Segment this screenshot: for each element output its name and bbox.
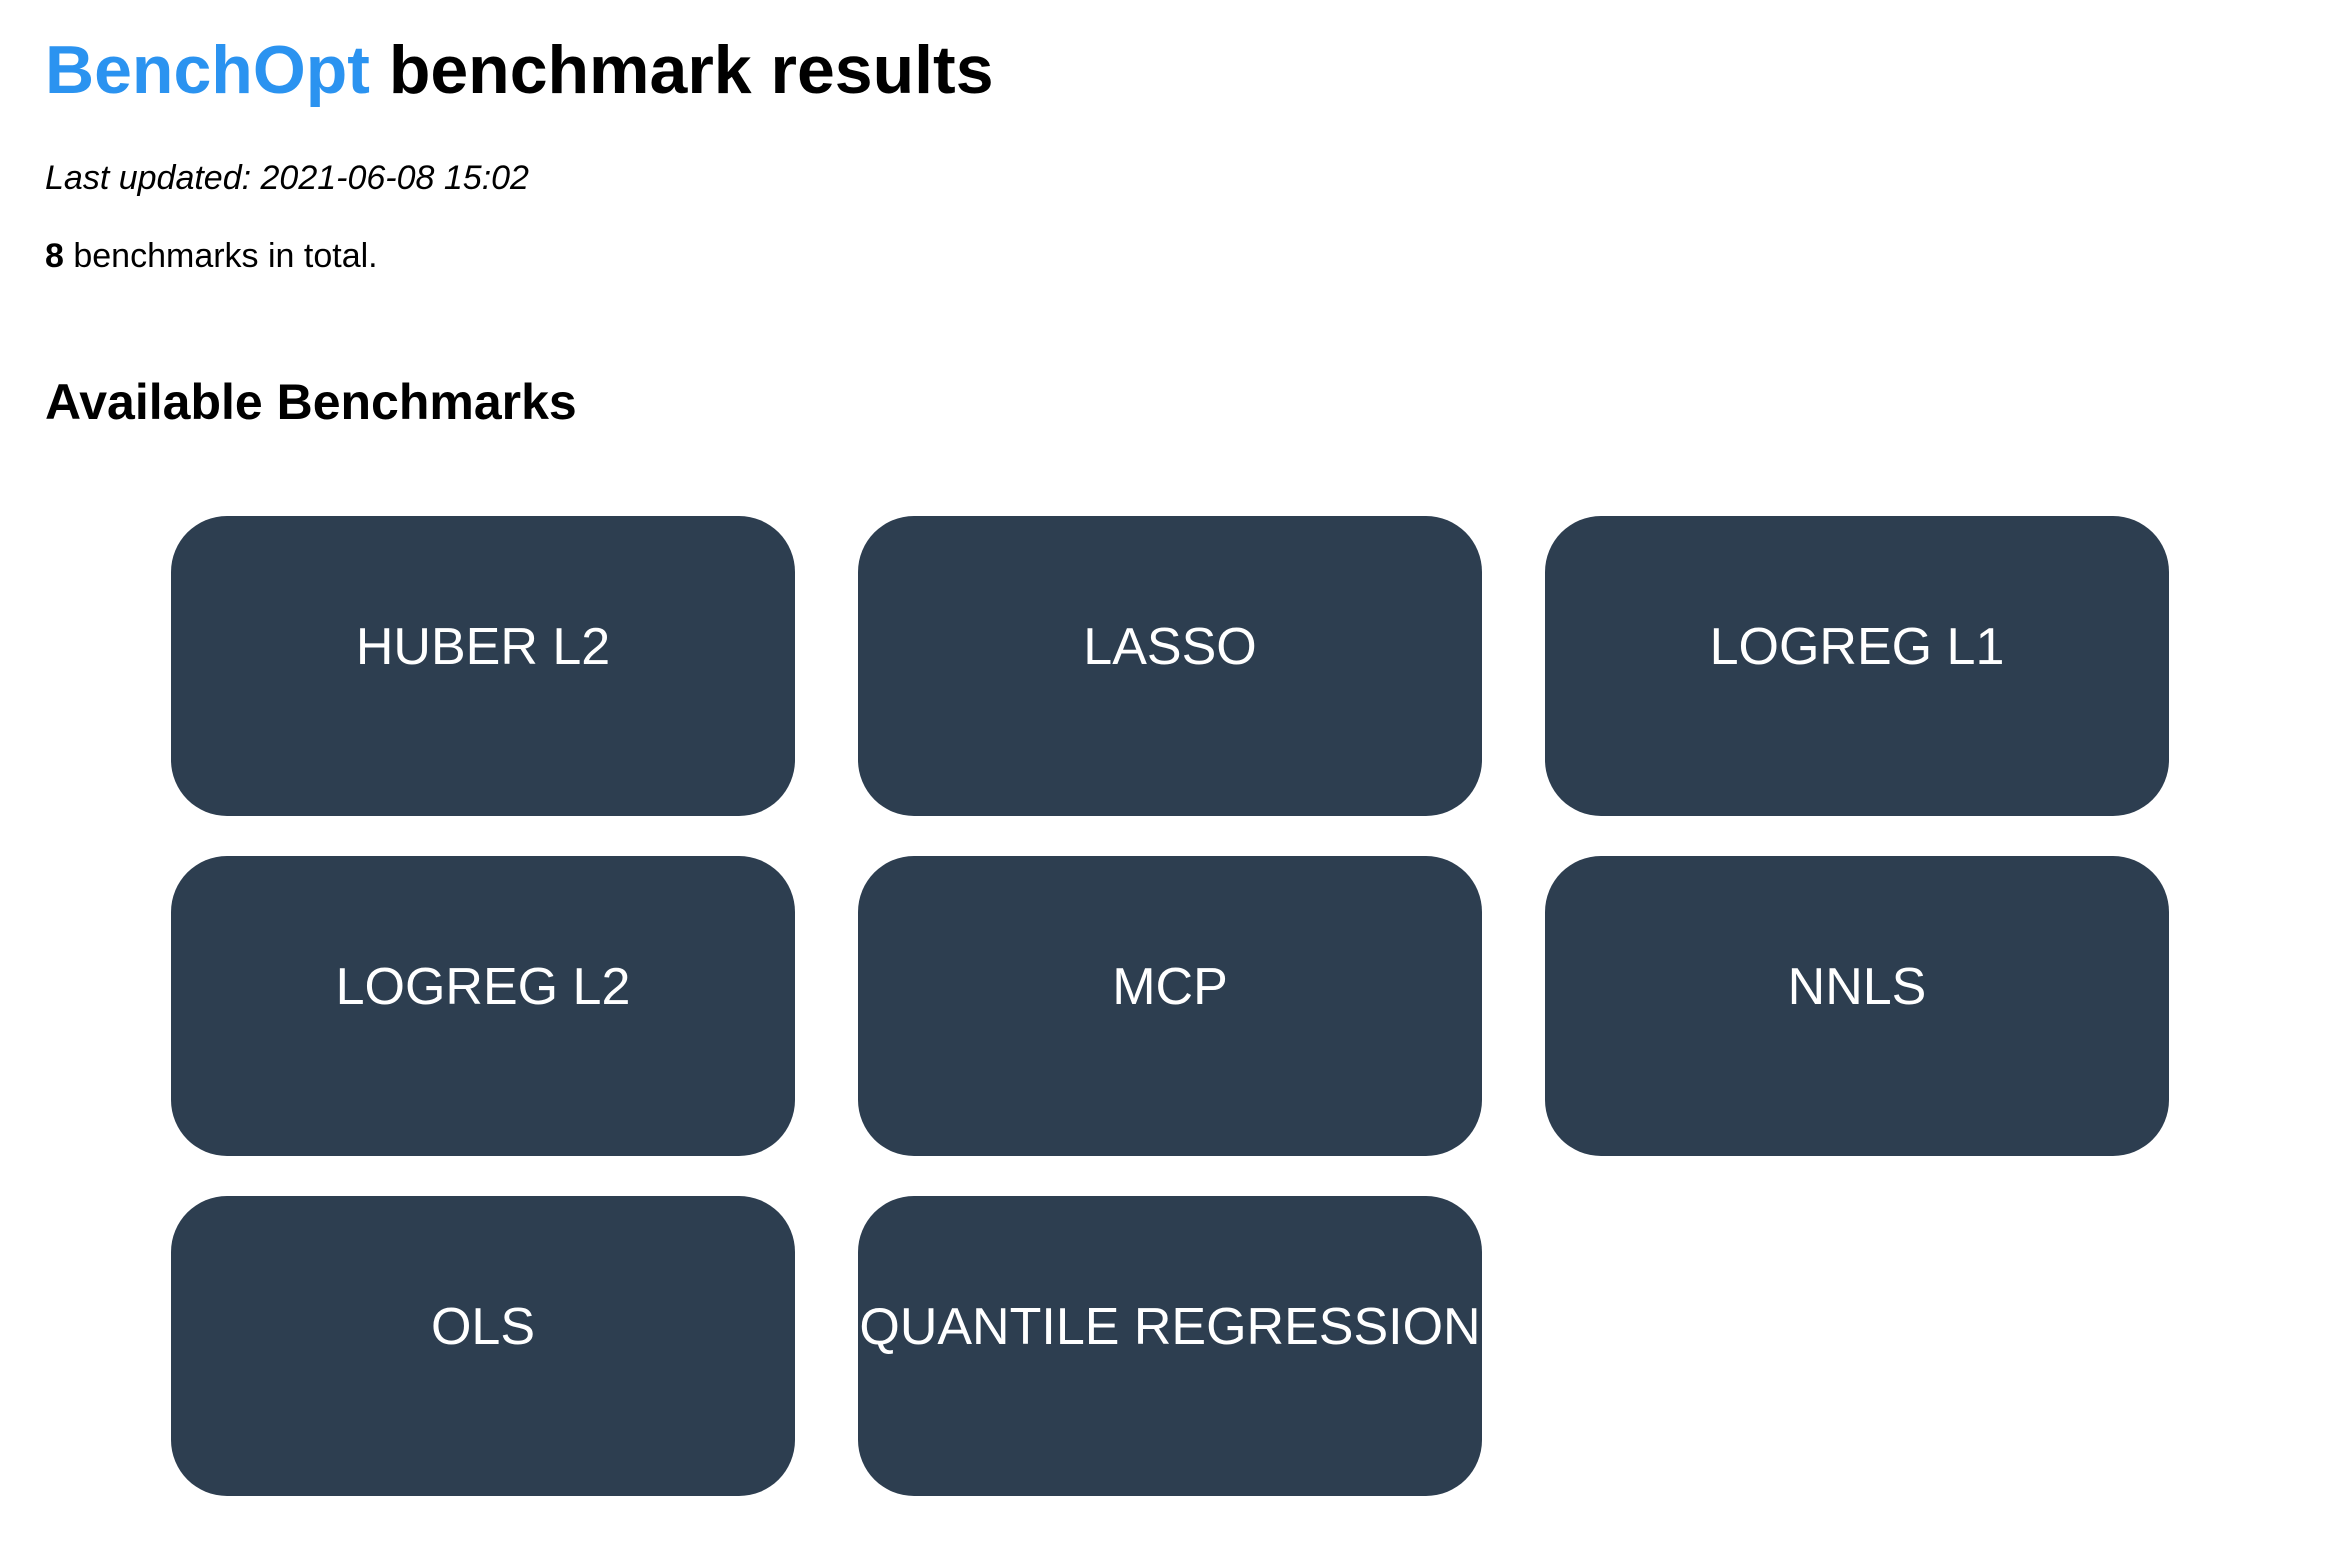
benchmark-card-nnls[interactable]: NNLS bbox=[1545, 856, 2169, 1156]
benchmark-card-label: HUBER L2 bbox=[355, 618, 611, 676]
benchmark-card-label: NNLS bbox=[1787, 958, 1927, 1016]
benchmark-card-ols[interactable]: OLS bbox=[171, 1196, 795, 1496]
benchmark-card-huber-l2[interactable]: HUBER L2 bbox=[171, 516, 795, 816]
benchmark-count: 8 bbox=[45, 237, 64, 275]
benchmark-card-label: LOGREG L2 bbox=[335, 958, 631, 1016]
benchmark-total-suffix: benchmarks in total. bbox=[63, 237, 378, 275]
section-heading: Available Benchmarks bbox=[45, 374, 577, 430]
benchmark-card-logreg-l1[interactable]: LOGREG L1 bbox=[1545, 516, 2169, 816]
page-title: BenchOpt benchmark results bbox=[45, 30, 994, 112]
benchmark-card-label: MCP bbox=[1112, 958, 1228, 1016]
benchmark-card-quantile-regression[interactable]: QUANTILE REGRESSION bbox=[858, 1196, 1482, 1496]
benchmark-card-label: OLS bbox=[430, 1298, 536, 1356]
last-updated-text: Last updated: 2021-06-08 15:02 bbox=[45, 159, 529, 197]
benchmark-card-logreg-l2[interactable]: LOGREG L2 bbox=[171, 856, 795, 1156]
benchmark-card-label: LASSO bbox=[1083, 618, 1257, 676]
benchmark-card-label: LOGREG L1 bbox=[1709, 618, 2005, 676]
benchmark-card-lasso[interactable]: LASSO bbox=[858, 516, 1482, 816]
benchmark-card-label: QUANTILE REGRESSION bbox=[859, 1298, 1481, 1356]
benchmark-total: 8 benchmarks in total. bbox=[45, 236, 378, 277]
page-title-text: benchmark results bbox=[388, 32, 994, 108]
benchmark-card-mcp[interactable]: MCP bbox=[858, 856, 1482, 1156]
brand-name: BenchOpt bbox=[45, 32, 370, 108]
benchmark-grid: HUBER L2 LASSO LOGREG L1 LOGREG L2 MCP N… bbox=[171, 516, 2169, 1496]
